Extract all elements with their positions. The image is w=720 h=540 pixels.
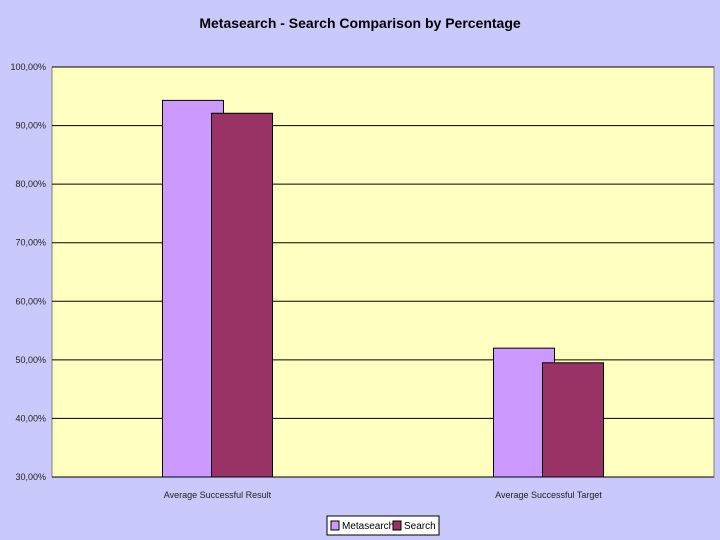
bar-search-0 xyxy=(211,112,273,478)
y-tick-label: 80,00% xyxy=(15,179,46,189)
y-tick-label: 60,00% xyxy=(15,296,46,306)
legend-label-search: Search xyxy=(404,521,436,532)
legend-swatch-search xyxy=(392,520,402,531)
legend-label-metasearch: Metasearch xyxy=(342,521,394,532)
x-axis-category-labels: Average Successful Result Average Success… xyxy=(164,490,603,500)
legend-box xyxy=(326,515,440,536)
y-tick-label: 100,00% xyxy=(10,62,46,72)
bar-search-1 xyxy=(542,362,604,478)
legend-swatch-metasearch xyxy=(330,520,340,531)
y-tick-label: 50,00% xyxy=(15,355,46,365)
y-tick-label: 40,00% xyxy=(15,413,46,423)
x-category-label: Average Successful Target xyxy=(495,490,602,500)
y-axis-tick-labels: 30,00% 40,00% 50,00% 60,00% 70,00% 80,00% 90,0… xyxy=(10,62,46,482)
bars xyxy=(162,99,604,478)
y-tick-label: 70,00% xyxy=(15,238,46,248)
y-tick-label: 30,00% xyxy=(15,472,46,482)
x-category-label: Average Successful Result xyxy=(164,490,272,500)
plot-area xyxy=(51,66,715,478)
chart-title: Metasearch - Search Comparison by Percen… xyxy=(199,15,521,31)
legend: Metasearch Search xyxy=(326,515,440,536)
y-tick-label: 90,00% xyxy=(15,121,46,131)
